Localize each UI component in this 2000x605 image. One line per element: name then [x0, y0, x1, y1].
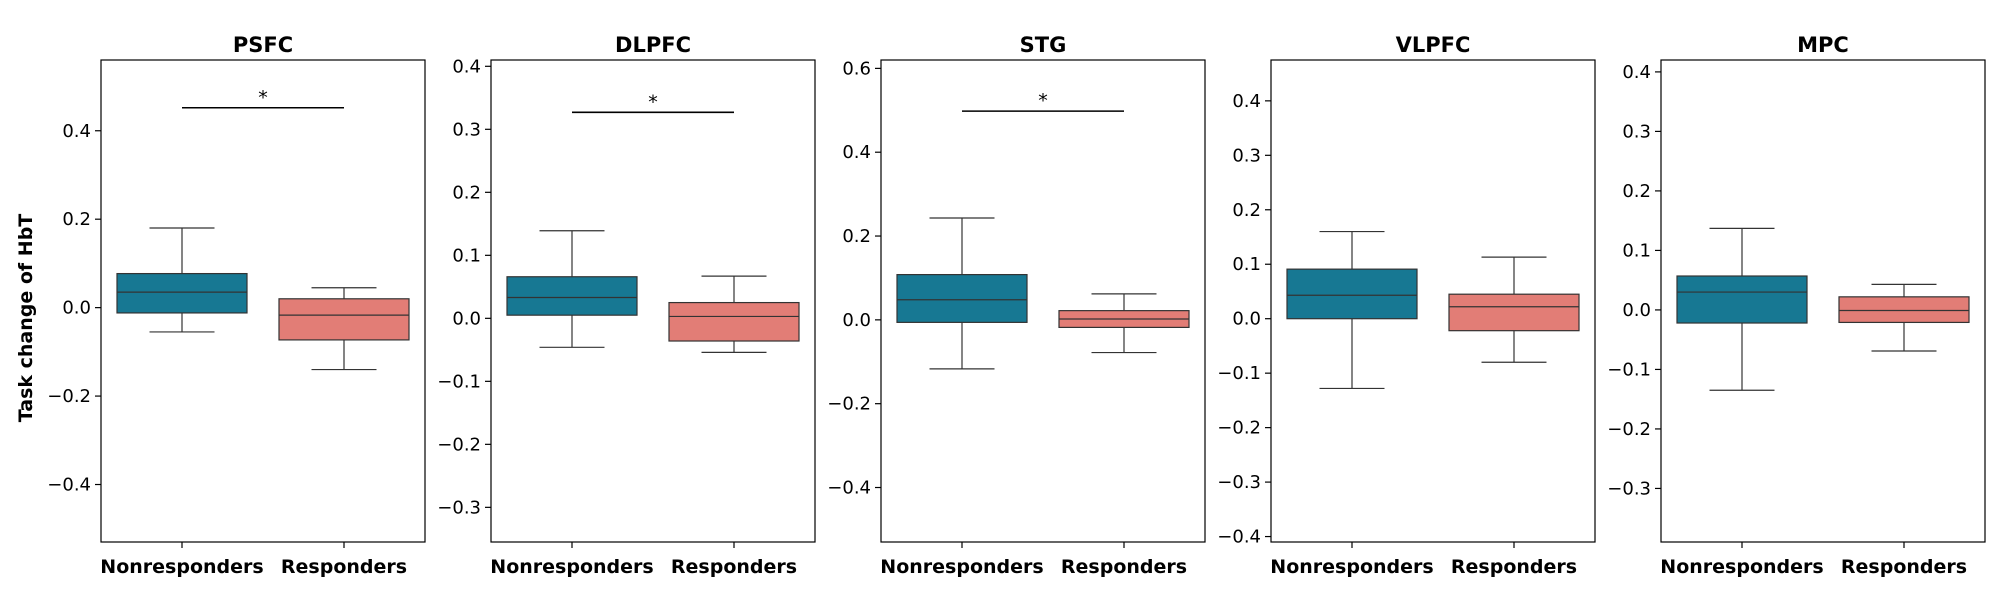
y-tick-label-vlpfc: −0.4 — [1217, 527, 1261, 548]
significance-star-dlpfc: * — [648, 91, 658, 113]
y-tick-label-stg: 0.6 — [842, 58, 871, 79]
y-tick-label-vlpfc: 0.0 — [1232, 309, 1261, 330]
box-nonresponders-stg — [896, 273, 1028, 323]
y-tick-label-mpc: 0.1 — [1622, 240, 1651, 261]
y-tick-label-stg: 0.2 — [842, 226, 871, 247]
significance-star-stg: * — [1038, 90, 1048, 112]
y-tick-label-psfc: 0.2 — [62, 209, 91, 230]
y-axis-label: Task change of HbT — [15, 214, 37, 423]
y-tick-label-psfc: 0.4 — [62, 121, 91, 142]
y-tick-label-dlpfc: 0.4 — [452, 56, 481, 77]
y-tick-label-stg: 0.4 — [842, 142, 871, 163]
y-tick-label-mpc: 0.3 — [1622, 121, 1651, 142]
x-tick-label-nonresponders-dlpfc: Nonresponders — [490, 556, 653, 578]
y-tick-label-mpc: −0.3 — [1607, 478, 1651, 499]
plot-frame-stg — [880, 59, 1206, 543]
x-tick-label-responders-vlpfc: Responders — [1451, 556, 1577, 578]
panel-title-psfc: PSFC — [233, 33, 293, 57]
x-tick-label-nonresponders-mpc: Nonresponders — [1660, 556, 1823, 578]
y-tick-label-psfc: −0.2 — [47, 386, 91, 407]
y-tick-label-psfc: 0.0 — [62, 298, 91, 319]
y-tick-label-dlpfc: 0.3 — [452, 119, 481, 140]
x-tick-label-nonresponders-psfc: Nonresponders — [100, 556, 263, 578]
y-tick-label-mpc: −0.1 — [1607, 359, 1651, 380]
x-tick-label-responders-mpc: Responders — [1841, 556, 1967, 578]
box-responders-psfc — [278, 298, 410, 341]
box-nonresponders-dlpfc — [506, 276, 638, 316]
plot-frame-vlpfc — [1270, 59, 1596, 543]
y-tick-label-dlpfc: 0.2 — [452, 182, 481, 203]
y-tick-label-mpc: 0.0 — [1622, 300, 1651, 321]
panel-title-mpc: MPC — [1797, 33, 1849, 57]
y-tick-label-mpc: −0.2 — [1607, 419, 1651, 440]
box-nonresponders-vlpfc — [1286, 268, 1418, 320]
y-tick-label-vlpfc: 0.4 — [1232, 91, 1261, 112]
significance-star-psfc: * — [258, 87, 268, 109]
x-tick-label-nonresponders-vlpfc: Nonresponders — [1270, 556, 1433, 578]
y-tick-label-vlpfc: −0.3 — [1217, 472, 1261, 493]
y-tick-label-vlpfc: −0.1 — [1217, 363, 1261, 384]
y-tick-label-dlpfc: 0.1 — [452, 245, 481, 266]
plot-frame-dlpfc — [490, 59, 816, 543]
x-tick-label-responders-psfc: Responders — [281, 556, 407, 578]
y-tick-label-vlpfc: −0.2 — [1217, 418, 1261, 439]
y-tick-label-stg: 0.0 — [842, 310, 871, 331]
y-tick-label-psfc: −0.4 — [47, 475, 91, 496]
plot-frame-psfc — [100, 59, 426, 543]
y-tick-label-mpc: 0.2 — [1622, 181, 1651, 202]
y-tick-label-vlpfc: 0.1 — [1232, 254, 1261, 275]
y-tick-label-mpc: 0.4 — [1622, 62, 1651, 83]
y-tick-label-dlpfc: 0.0 — [452, 308, 481, 329]
panel-title-stg: STG — [1020, 33, 1067, 57]
x-tick-label-responders-dlpfc: Responders — [671, 556, 797, 578]
y-tick-label-vlpfc: 0.3 — [1232, 145, 1261, 166]
y-tick-label-stg: −0.2 — [827, 394, 871, 415]
x-tick-label-nonresponders-stg: Nonresponders — [880, 556, 1043, 578]
panel-title-dlpfc: DLPFC — [615, 33, 691, 57]
y-tick-label-dlpfc: −0.1 — [437, 371, 481, 392]
y-tick-label-dlpfc: −0.2 — [437, 434, 481, 455]
x-tick-label-responders-stg: Responders — [1061, 556, 1187, 578]
box-nonresponders-psfc — [116, 272, 248, 314]
box-responders-dlpfc — [668, 301, 800, 342]
box-nonresponders-mpc — [1676, 275, 1808, 324]
panel-title-vlpfc: VLPFC — [1396, 33, 1471, 57]
box-responders-vlpfc — [1448, 293, 1580, 332]
y-tick-label-stg: −0.4 — [827, 478, 871, 499]
box-responders-mpc — [1838, 296, 1970, 324]
plot-frame-mpc — [1660, 59, 1986, 543]
y-tick-label-vlpfc: 0.2 — [1232, 200, 1261, 221]
y-tick-label-dlpfc: −0.3 — [437, 497, 481, 518]
